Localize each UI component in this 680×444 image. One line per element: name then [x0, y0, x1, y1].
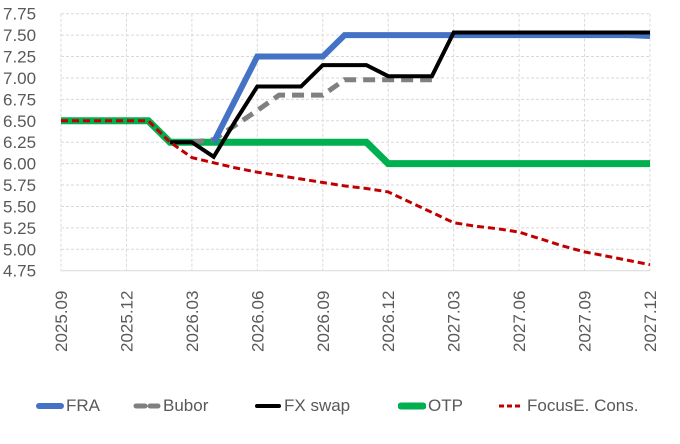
line-chart: 7.75 7.50 7.25 7.00 6.75 6.50 6.25 6.00 5.75 5.50… — [3, 5, 660, 352]
x-axis: 2025.09 2025.12 2026.03 2026.06 2026.09 2026.… — [52, 291, 660, 352]
y-tick-label: 7.50 — [3, 26, 36, 45]
x-tick-label: 2026.03 — [183, 291, 202, 352]
x-tick-label: 2027.12 — [641, 291, 660, 352]
legend-label-bubor: Bubor — [163, 396, 209, 415]
legend-item-fx-swap: FX swap — [254, 392, 350, 420]
x-tick-label: 2027.03 — [445, 291, 464, 352]
series-lines — [61, 30, 651, 267]
legend-item-fra: FRA — [36, 392, 100, 420]
legend-label-fra: FRA — [66, 396, 100, 415]
y-tick-label: 6.50 — [3, 112, 36, 131]
x-tick-label: 2027.09 — [576, 291, 595, 352]
y-tick-label: 5.25 — [3, 219, 36, 238]
series-line-focuse-cons — [61, 119, 651, 267]
x-tick-label: 2025.09 — [52, 291, 71, 352]
y-tick-label: 7.00 — [3, 69, 36, 88]
y-tick-label: 5.75 — [3, 176, 36, 195]
fx-swap-line-swatch-icon — [255, 404, 281, 408]
y-tick-label: 7.25 — [3, 48, 36, 67]
legend-item-bubor: Bubor — [133, 392, 208, 420]
y-tick-label: 6.25 — [3, 133, 36, 152]
series-line-fx-swap — [170, 30, 650, 160]
y-tick-label: 6.75 — [3, 90, 36, 109]
y-tick-label: 4.75 — [3, 262, 36, 281]
otp-line-swatch-icon — [398, 402, 426, 410]
legend-item-focuse-cons: FocusE. Cons. — [497, 392, 639, 420]
x-tick-label: 2027.06 — [510, 291, 529, 352]
y-tick-label: 7.75 — [3, 5, 36, 24]
focuse-cons-line-swatch-icon — [499, 404, 523, 408]
legend-label-fx-swap: FX swap — [284, 396, 351, 415]
x-tick-label: 2026.06 — [248, 291, 267, 352]
legend-label-focuse-cons: FocusE. Cons. — [527, 396, 639, 415]
bubor-line-swatch-icon — [133, 403, 161, 409]
x-tick-label: 2026.12 — [379, 291, 398, 352]
legend: FRA Bubor FX swap OTP FocusE. Cons. — [0, 392, 680, 422]
y-tick-label: 6.00 — [3, 155, 36, 174]
x-tick-label: 2026.09 — [314, 291, 333, 352]
y-tick-label: 5.00 — [3, 240, 36, 259]
legend-label-otp: OTP — [428, 396, 463, 415]
x-tick-label: 2025.12 — [117, 291, 136, 352]
fra-line-swatch-icon — [36, 403, 64, 409]
y-tick-label: 5.50 — [3, 197, 36, 216]
series-line-fra — [211, 32, 651, 144]
y-axis: 7.75 7.50 7.25 7.00 6.75 6.50 6.25 6.00 5.75 5.50… — [3, 5, 36, 281]
legend-item-otp: OTP — [398, 392, 463, 420]
